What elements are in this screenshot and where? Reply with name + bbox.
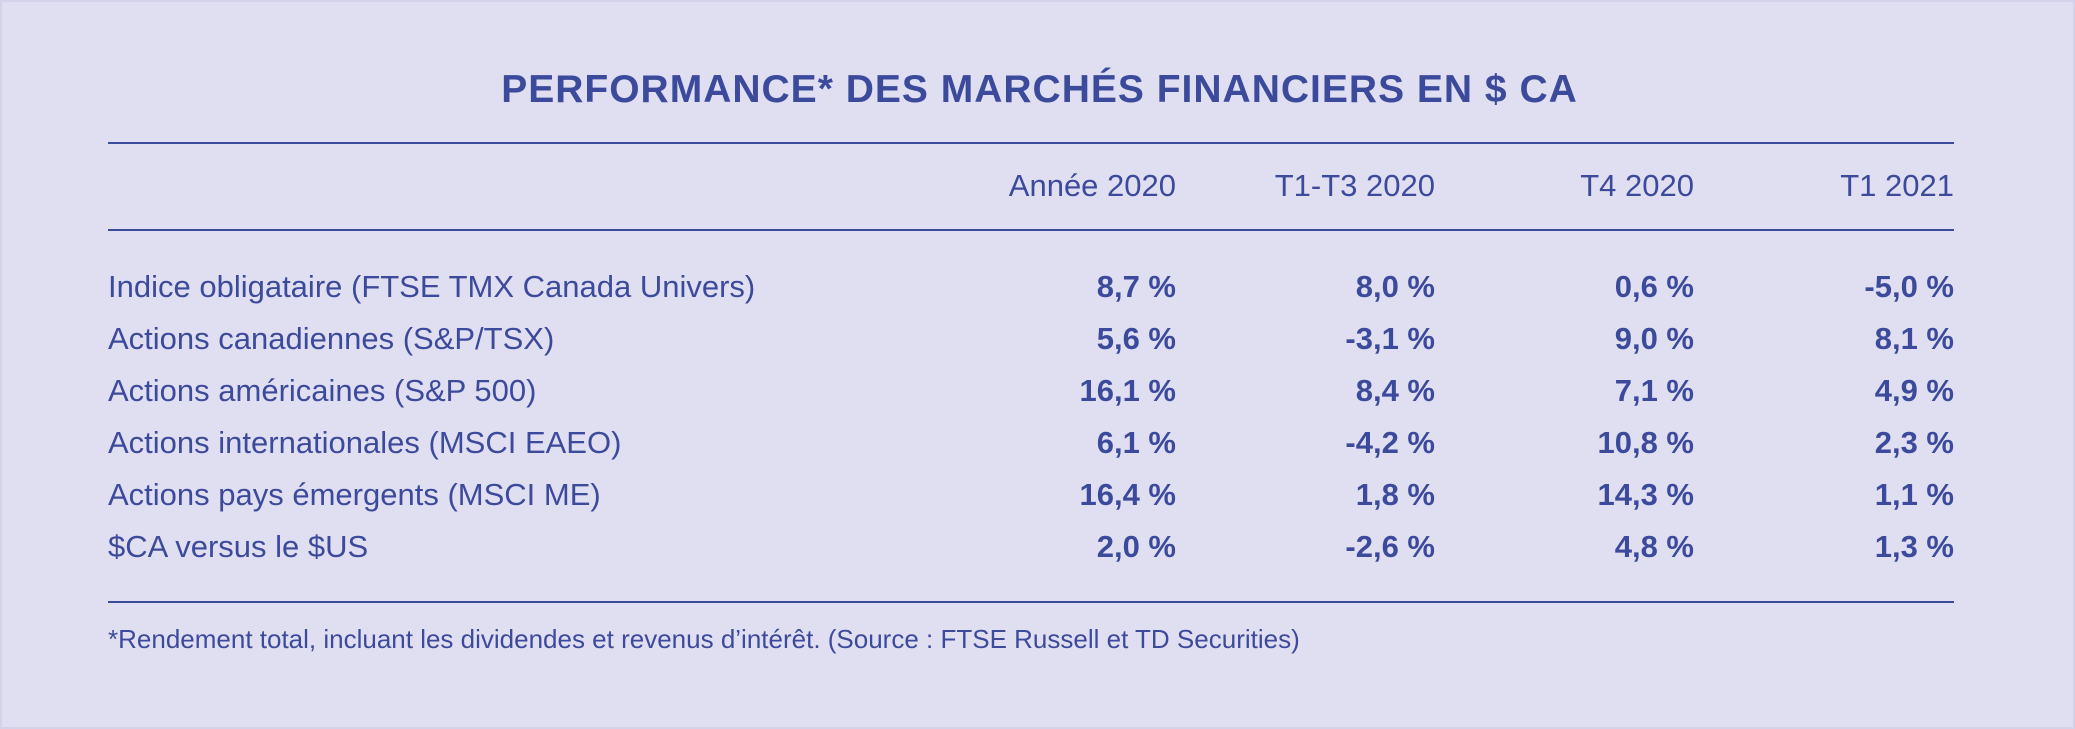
row-value: 16,4 % <box>1079 477 1176 512</box>
title-divider <box>108 142 1954 144</box>
row-value: 1,1 % <box>1874 477 1954 512</box>
row-value: -5,0 % <box>1864 269 1954 304</box>
row-value: -2,6 % <box>1345 529 1435 564</box>
row-value: 4,9 % <box>1874 373 1954 408</box>
row-label: $CA versus le $US <box>108 529 369 564</box>
table-row: Actions canadiennes (S&P/TSX) 5,6 % -3,1… <box>108 321 1954 373</box>
row-value: 10,8 % <box>1597 425 1694 460</box>
row-value: 8,4 % <box>1355 373 1435 408</box>
row-value: 8,7 % <box>1096 269 1176 304</box>
table-row: Actions pays émergents (MSCI ME) 16,4 % … <box>108 477 1954 529</box>
table-title: PERFORMANCE* DES MARCHÉS FINANCIERS EN $… <box>501 68 1578 111</box>
row-value: 16,1 % <box>1079 373 1176 408</box>
row-value: 0,6 % <box>1614 269 1694 304</box>
column-header-t4-2020: T4 2020 <box>1580 168 1694 203</box>
row-label: Indice obligataire (FTSE TMX Canada Univ… <box>108 269 756 304</box>
row-value: 7,1 % <box>1614 373 1694 408</box>
row-value: 9,0 % <box>1614 321 1694 356</box>
table-row: Actions internationales (MSCI EAEO) 6,1 … <box>108 425 1954 477</box>
table-row: Indice obligataire (FTSE TMX Canada Univ… <box>108 269 1954 321</box>
row-value: 6,1 % <box>1096 425 1176 460</box>
column-header-t1-t3-2020: T1-T3 2020 <box>1274 168 1435 203</box>
row-value: 8,1 % <box>1874 321 1954 356</box>
row-value: 2,3 % <box>1874 425 1954 460</box>
row-label: Actions pays émergents (MSCI ME) <box>108 477 601 512</box>
row-label: Actions internationales (MSCI EAEO) <box>108 425 622 460</box>
column-header-t1-2021: T1 2021 <box>1840 168 1954 203</box>
row-label: Actions américaines (S&P 500) <box>108 373 537 408</box>
header-divider <box>108 229 1954 231</box>
column-header-annee-2020: Année 2020 <box>1008 168 1176 203</box>
row-value: 1,8 % <box>1355 477 1435 512</box>
row-value: 2,0 % <box>1096 529 1176 564</box>
table-row: $CA versus le $US 2,0 % -2,6 % 4,8 % 1,3… <box>108 529 1954 581</box>
row-value: 1,3 % <box>1874 529 1954 564</box>
footer-divider <box>108 601 1954 603</box>
row-value: -3,1 % <box>1345 321 1435 356</box>
row-label: Actions canadiennes (S&P/TSX) <box>108 321 555 356</box>
row-value: -4,2 % <box>1345 425 1435 460</box>
footnote: *Rendement total, incluant les dividende… <box>108 624 1300 654</box>
row-value: 5,6 % <box>1096 321 1176 356</box>
row-value: 8,0 % <box>1355 269 1435 304</box>
table-row: Actions américaines (S&P 500) 16,1 % 8,4… <box>108 373 1954 425</box>
row-value: 14,3 % <box>1597 477 1694 512</box>
row-value: 4,8 % <box>1614 529 1694 564</box>
